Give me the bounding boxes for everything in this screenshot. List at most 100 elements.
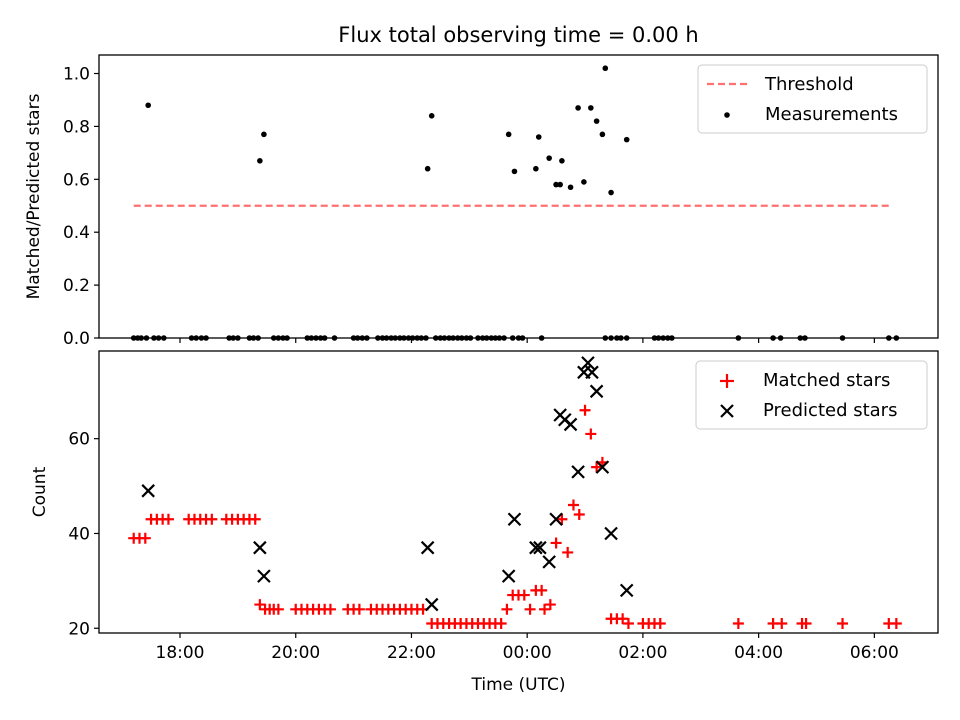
- matched-stars-point: [536, 584, 548, 596]
- bottom-x-tick-label: 06:00: [850, 643, 899, 663]
- top-legend-box: [697, 64, 928, 134]
- measurements-point: [284, 335, 290, 341]
- measurements-point: [893, 335, 900, 341]
- measurements-point: [602, 335, 609, 341]
- measurements-point: [519, 335, 526, 341]
- bottom-legend: Matched stars Predicted stars: [695, 360, 928, 430]
- bottom-x-tick-label: 00:00: [503, 643, 552, 663]
- measurements-point: [235, 335, 241, 341]
- measurements-point: [350, 335, 357, 341]
- predicted-legend-label: Predicted stars: [763, 400, 897, 421]
- measurements-point: [437, 335, 444, 341]
- bottom-plot-area: [98, 350, 939, 634]
- measurements-point: [280, 335, 286, 341]
- matched-stars-point: [162, 513, 174, 525]
- measurements-point: [535, 134, 542, 140]
- predicted-stars-point: [507, 512, 522, 527]
- measurements-point: [770, 335, 776, 341]
- predicted-stars-point: [589, 384, 604, 399]
- predicted-stars-point: [253, 540, 267, 555]
- matched-stars-point: [544, 599, 556, 611]
- measurements-point: [608, 189, 614, 196]
- predicted-stars-point: [529, 540, 543, 555]
- measurements-point: [313, 335, 319, 341]
- measurements-point: [188, 335, 195, 341]
- measurements-point: [397, 335, 403, 341]
- measurements-point: [777, 335, 784, 341]
- measurements-point: [623, 136, 630, 143]
- measurements-point: [446, 335, 452, 341]
- measurements-point: [614, 335, 620, 341]
- measurements-point: [308, 335, 315, 341]
- measurements-point: [623, 335, 630, 341]
- top-y-tick-label: 0.2: [63, 276, 90, 296]
- predicted-stars-point: [533, 540, 547, 555]
- matched-stars-point: [518, 589, 530, 601]
- measurements-point: [802, 335, 808, 341]
- chart-title: Flux total observing time = 0.00 h: [338, 23, 698, 47]
- predicted-stars-point: [563, 417, 578, 432]
- predicted-stars-point: [542, 555, 556, 569]
- measurements-point: [467, 335, 474, 341]
- matched-stars-point: [272, 603, 284, 615]
- measurements-point: [608, 335, 614, 341]
- bottom-x-tick-label: 22:00: [387, 643, 436, 663]
- matched-stars-point: [524, 603, 536, 615]
- measurements-point: [364, 335, 370, 341]
- bottom-x-tick-label: 18:00: [156, 643, 205, 663]
- matched-stars-point: [776, 618, 788, 630]
- measurements-point: [193, 335, 200, 341]
- predicted-stars-point: [549, 512, 563, 527]
- matched-legend-swatch: [720, 374, 734, 388]
- matched-stars-point: [495, 618, 507, 630]
- measurements-point: [479, 335, 486, 341]
- measurements-point: [599, 131, 606, 138]
- measurements-point: [270, 335, 277, 341]
- matched-stars-point: [501, 603, 513, 615]
- measurements-point: [246, 335, 253, 341]
- measurements-point: [496, 335, 503, 341]
- measurements-point: [409, 335, 416, 341]
- top-plot-content: 0.0 0.2 0.4 0.6 0.8 1.0: [63, 65, 900, 349]
- measurements-point: [317, 335, 324, 341]
- measurements-point: [226, 335, 232, 341]
- measurements-point: [428, 113, 435, 119]
- measurements-point: [533, 165, 539, 172]
- top-y-tick-label: 0.4: [63, 223, 90, 243]
- top-y-tick-label: 0.0: [63, 329, 90, 349]
- measurements-point: [261, 131, 267, 138]
- measurements-point: [250, 335, 257, 341]
- measurements-point: [664, 335, 671, 341]
- measurements-point: [581, 179, 587, 185]
- measurements-point: [567, 184, 574, 191]
- measurements-point: [138, 335, 145, 341]
- measurements-point: [321, 335, 328, 341]
- predicted-stars-point: [604, 526, 618, 541]
- top-legend: Threshold Measurements: [697, 64, 928, 134]
- matched-stars-point: [591, 461, 603, 473]
- measurements-point: [151, 335, 157, 341]
- measurements-point: [557, 181, 563, 188]
- measurements-point: [669, 335, 675, 341]
- measurements-point: [454, 335, 461, 341]
- measurements-point: [588, 105, 594, 111]
- measurements-point: [511, 168, 518, 175]
- predicted-stars-point: [501, 569, 516, 583]
- predicted-stars-point: [619, 583, 634, 598]
- measurements-point: [155, 335, 162, 341]
- bottom-y-tick-label: 40: [68, 524, 90, 544]
- measurements-point: [161, 335, 167, 341]
- measurements-point: [559, 157, 565, 164]
- matched-stars-point: [573, 509, 585, 521]
- measurements-point: [593, 118, 600, 124]
- measurements-legend-swatch: [724, 112, 730, 118]
- predicted-stars-point: [424, 597, 439, 612]
- bottom-y-axis-label: Count: [30, 466, 50, 517]
- measurements-point: [230, 335, 237, 341]
- top-y-tick-label: 0.6: [63, 170, 90, 190]
- measurements-point: [509, 335, 516, 341]
- matched-stars-point: [585, 428, 597, 440]
- x-axis-label: Time (UTC): [471, 675, 566, 695]
- measurements-point: [515, 335, 522, 341]
